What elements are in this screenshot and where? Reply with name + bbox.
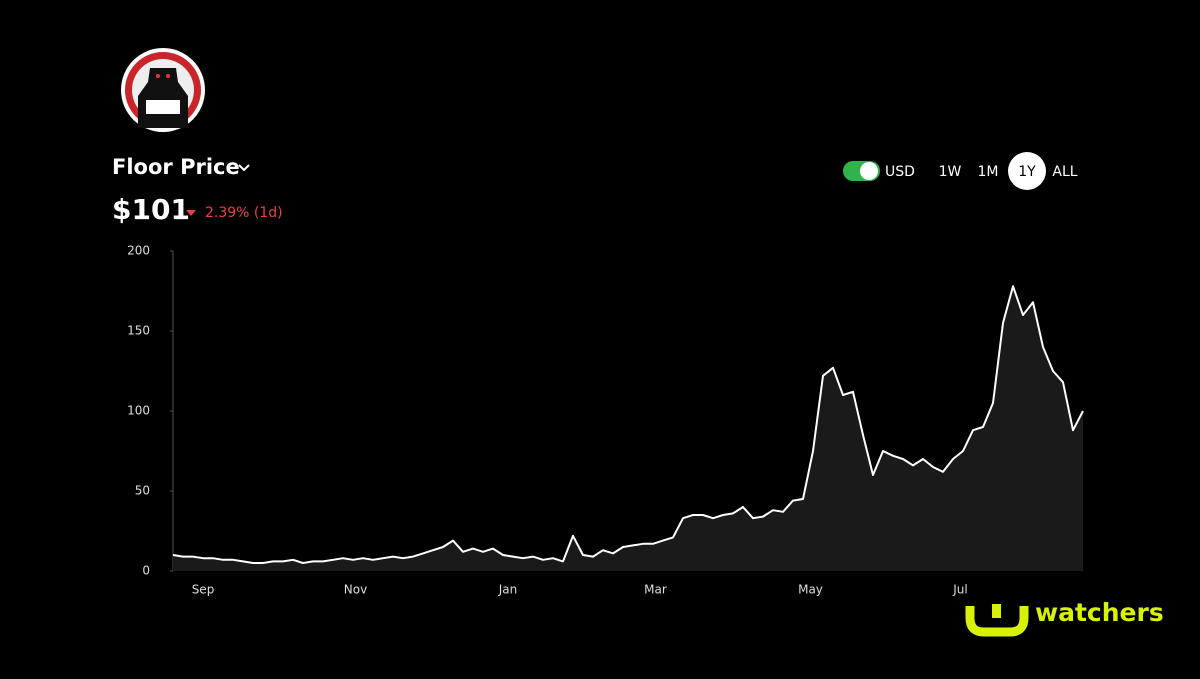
brand-name: watchers — [1035, 598, 1164, 627]
price-change: 2.39% (1d) — [205, 205, 283, 221]
y-tick-label: 50 — [135, 484, 150, 498]
range-button[interactable]: ALL — [1052, 164, 1077, 180]
x-tick-label: Sep — [192, 583, 215, 597]
y-tick-label: 150 — [127, 324, 150, 338]
range-button[interactable]: 1Y — [1018, 164, 1036, 180]
metric-title[interactable]: Floor Price — [112, 155, 240, 179]
area — [173, 286, 1083, 571]
collection-logo — [121, 48, 205, 132]
range-active-bg[interactable] — [1008, 152, 1046, 190]
down-arrow — [186, 210, 196, 216]
brand-logo — [965, 604, 1029, 637]
currency-toggle[interactable] — [843, 161, 880, 181]
x-tick-label: Nov — [344, 583, 367, 597]
range-button[interactable]: 1W — [939, 164, 962, 180]
x-tick-label: Mar — [644, 583, 667, 597]
x-tick-label: May — [798, 583, 823, 597]
y-tick-label: 100 — [127, 404, 150, 418]
current-price: $101 — [112, 193, 190, 226]
currency-label: USD — [885, 164, 915, 180]
y-tick-label: 0 — [142, 564, 150, 578]
x-tick-label: Jul — [952, 583, 967, 597]
range-button[interactable]: 1M — [978, 164, 999, 180]
x-tick-label: Jan — [498, 583, 518, 597]
y-tick-label: 200 — [127, 244, 150, 258]
dropdown-chevron[interactable] — [238, 164, 250, 172]
price-line — [172, 285, 1084, 564]
